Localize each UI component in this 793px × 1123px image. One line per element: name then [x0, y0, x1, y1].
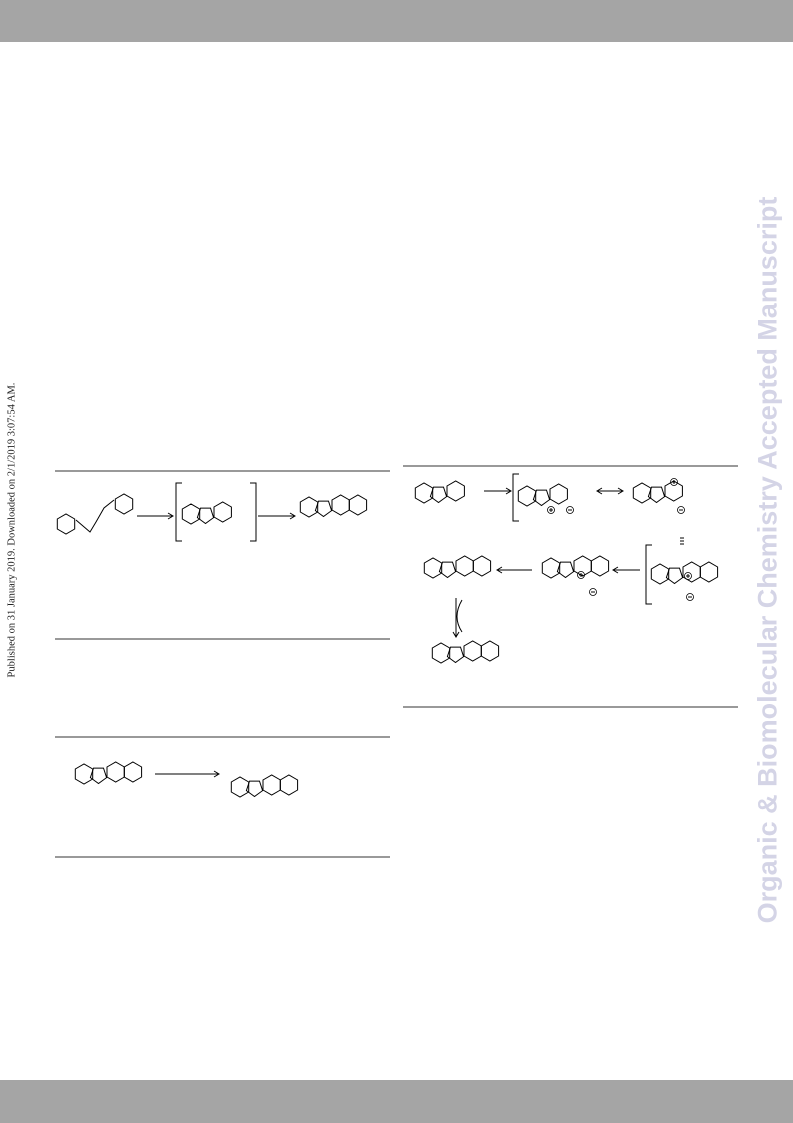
ring [463, 640, 482, 662]
ring [532, 489, 551, 507]
ring [213, 501, 232, 523]
charge [684, 572, 692, 580]
ring [446, 646, 465, 664]
charge [670, 478, 678, 486]
ring [114, 493, 134, 515]
ring [664, 480, 683, 502]
ring [455, 555, 474, 577]
ring [480, 640, 500, 662]
ring [106, 761, 125, 783]
bond [75, 499, 115, 533]
ring [541, 557, 561, 579]
charge [566, 506, 574, 514]
ring [438, 561, 457, 579]
ring [446, 480, 465, 502]
ring [331, 494, 350, 516]
ring [650, 563, 670, 585]
charge [547, 506, 555, 514]
arrows [137, 473, 684, 778]
footer-bar [0, 1080, 793, 1123]
ring [590, 555, 610, 577]
ring [279, 774, 299, 796]
ring [196, 507, 215, 525]
ring [429, 486, 448, 504]
ring [517, 485, 537, 507]
ring [423, 557, 443, 579]
ring [89, 767, 108, 785]
ring [181, 503, 201, 525]
ring [431, 642, 451, 664]
charge [677, 506, 685, 514]
ring [56, 513, 76, 535]
rules [55, 465, 738, 858]
ring [74, 763, 94, 785]
ring [230, 776, 250, 798]
charge [686, 593, 694, 601]
ring [665, 567, 684, 585]
header-bar [0, 0, 793, 42]
ring [699, 561, 719, 583]
ring [262, 774, 281, 796]
ring [348, 494, 368, 516]
ring [245, 780, 264, 798]
ring [556, 561, 575, 579]
ring [549, 483, 568, 505]
ring [573, 555, 592, 577]
ring [647, 486, 666, 504]
ring [299, 496, 319, 518]
ring [472, 555, 492, 577]
charge [589, 588, 597, 596]
ring [123, 761, 143, 783]
ring [314, 500, 333, 518]
ring [414, 482, 434, 504]
charge [577, 571, 585, 579]
ring [632, 482, 652, 504]
